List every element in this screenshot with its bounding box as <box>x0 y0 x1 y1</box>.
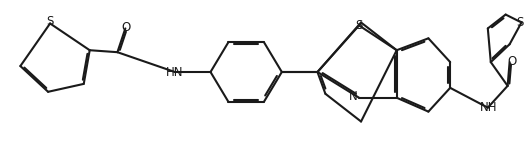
Text: S: S <box>46 15 54 28</box>
Text: O: O <box>507 55 516 68</box>
Text: S: S <box>516 16 523 29</box>
Text: N: N <box>349 90 357 103</box>
Text: O: O <box>122 21 131 34</box>
Text: HN: HN <box>166 66 183 78</box>
Text: S: S <box>355 19 363 32</box>
Text: NH: NH <box>480 101 497 114</box>
